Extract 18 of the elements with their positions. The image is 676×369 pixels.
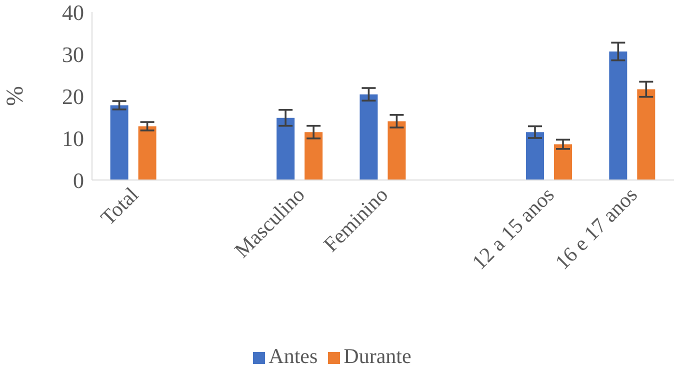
bar (388, 121, 406, 180)
bar (138, 126, 156, 180)
bar (637, 89, 656, 180)
bar (609, 51, 628, 180)
y-tick-label: 0 (73, 168, 84, 193)
legend-label: Durante (344, 344, 412, 368)
y-tick-label: 10 (62, 126, 84, 151)
bar (304, 132, 323, 180)
bar (554, 144, 572, 180)
y-tick-label: 40 (62, 0, 84, 25)
legend-label: Antes (268, 344, 318, 368)
bar (110, 105, 128, 180)
y-tick-label: 20 (62, 84, 84, 109)
y-tick-label: 30 (62, 42, 84, 67)
bar (526, 132, 544, 180)
bar (360, 94, 378, 180)
y-axis-title: % (2, 86, 29, 106)
bar (276, 118, 295, 180)
